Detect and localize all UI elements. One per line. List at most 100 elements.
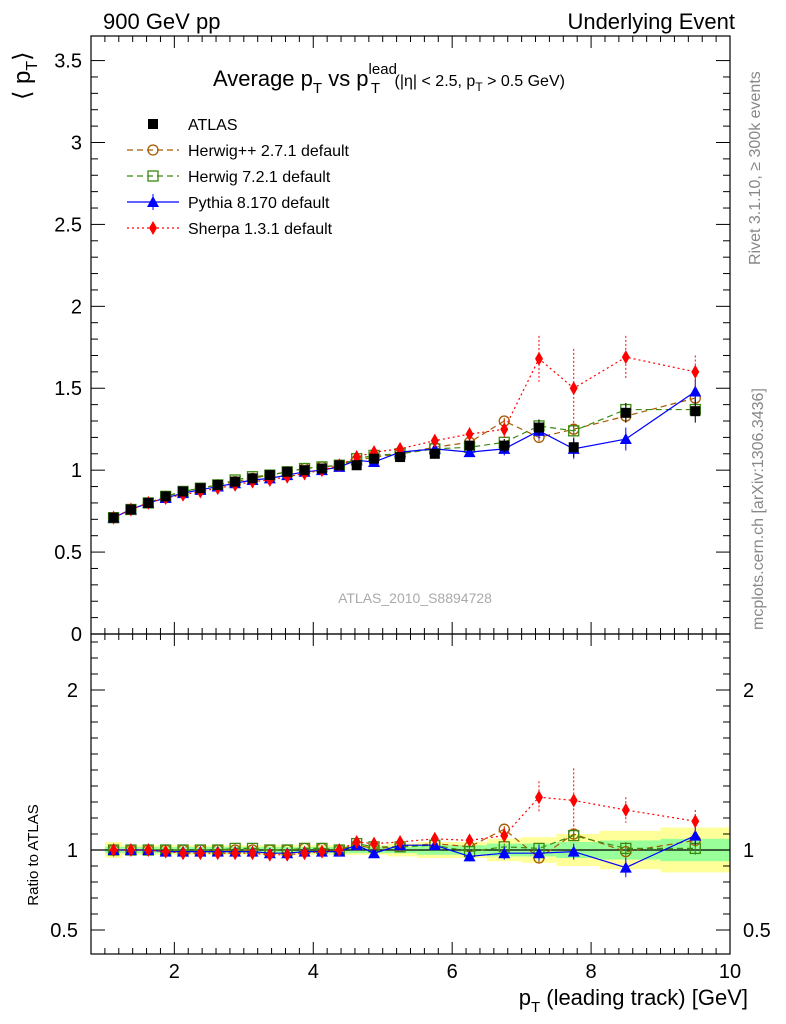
ratio-point xyxy=(161,844,170,859)
ratio-point xyxy=(231,846,240,861)
legend-entry-pythia-8-170-default: Pythia 8.170 default xyxy=(127,194,330,212)
ratio-point xyxy=(126,843,135,857)
ratio-point xyxy=(691,814,700,829)
ratio-point xyxy=(144,843,153,857)
ratio-series-layer xyxy=(107,768,702,878)
x-tick-label: 6 xyxy=(447,961,458,983)
legend-entry-herwig-2-7-1-default: Herwig++ 2.7.1 default xyxy=(127,143,350,160)
main-y-tick-label: 3.5 xyxy=(54,51,82,73)
series-sherpa-1-3-1-default xyxy=(109,335,700,525)
data-point xyxy=(569,381,578,396)
ratio-y-label: Ratio to ATLAS xyxy=(25,804,42,905)
ratio-point xyxy=(569,793,578,808)
data-point xyxy=(160,491,171,502)
ratio-point xyxy=(335,843,344,857)
ratio-point xyxy=(689,829,702,841)
ratio-point xyxy=(532,847,545,859)
data-point xyxy=(334,460,345,471)
main-y-tick-label: 2.5 xyxy=(54,214,82,236)
legend-label: Herwig 7.2.1 default xyxy=(188,169,331,186)
data-point xyxy=(429,448,440,459)
ratio-point xyxy=(534,790,543,805)
data-point xyxy=(465,427,474,442)
data-point xyxy=(195,483,206,494)
legend-marker xyxy=(149,221,157,235)
ratio-y-tick-label-left: 0.5 xyxy=(50,920,78,942)
ratio-point xyxy=(430,831,439,846)
x-tick-label: 8 xyxy=(586,961,597,983)
data-point xyxy=(212,479,223,490)
legend-entry-atlas: ATLAS xyxy=(148,117,238,134)
legend-label: Sherpa 1.3.1 default xyxy=(188,221,333,238)
series-line-herwig-7-2-1-default xyxy=(113,408,696,519)
ratio-point xyxy=(620,842,632,855)
data-point xyxy=(619,433,632,445)
data-point xyxy=(499,440,510,451)
ratio-point xyxy=(621,803,630,817)
ratio-point xyxy=(265,847,274,862)
main-y-tick-label: 3 xyxy=(71,132,82,154)
data-point xyxy=(533,422,544,433)
data-point xyxy=(690,406,701,417)
main-axes: 0 0.5 1 1.5 2 2.5 3 3.5 xyxy=(54,36,731,646)
series-herwig-7-2-1-default xyxy=(107,402,701,524)
legend: ATLAS Herwig++ 2.7.1 default Herwig 7.2.1 … xyxy=(127,117,350,238)
ratio-y-tick-label-left: 2 xyxy=(67,680,78,702)
ratio-point xyxy=(465,833,474,848)
main-y-tick-label: 0 xyxy=(71,624,82,646)
legend-label: ATLAS xyxy=(188,117,238,134)
main-plot-frame xyxy=(90,35,731,635)
main-series-layer xyxy=(107,335,702,525)
data-point xyxy=(534,351,543,366)
header-left: 900 GeV pp xyxy=(103,9,220,34)
ratio-y-tick-label-right: 1 xyxy=(743,840,754,862)
ratio-y-tick-label-left: 1 xyxy=(67,840,78,862)
ratio-point xyxy=(500,828,509,843)
data-point xyxy=(430,433,439,448)
data-point xyxy=(247,473,258,484)
data-point xyxy=(264,470,275,481)
data-point xyxy=(689,385,702,397)
analysis-watermark: ATLAS_2010_S8894728 xyxy=(338,590,492,606)
main-y-tick-label: 0.5 xyxy=(54,542,82,564)
main-y-tick-label: 1.5 xyxy=(54,378,82,400)
ratio-point xyxy=(317,844,326,859)
main-y-tick-label: 1 xyxy=(71,460,82,482)
legend-marker xyxy=(147,170,159,182)
legend-label: Pythia 8.170 default xyxy=(188,195,330,212)
data-point xyxy=(395,452,406,463)
main-y-label: ⟨ pT⟩ xyxy=(9,51,41,100)
x-tick-label: 4 xyxy=(308,961,319,983)
x-axis-label: pT (leading track) [GeV] xyxy=(519,985,748,1016)
ratio-point xyxy=(568,829,580,842)
ratio-y-tick-label-right: 2 xyxy=(743,680,754,702)
legend-entry-sherpa-1-3-1-default: Sherpa 1.3.1 default xyxy=(127,221,333,238)
data-point xyxy=(463,446,476,458)
ratio-axes: 2 4 6 8 100.5 0.51 12 2 xyxy=(50,634,771,983)
ratio-point xyxy=(283,847,292,862)
series-atlas xyxy=(108,399,701,523)
data-point xyxy=(464,440,475,451)
legend-marker xyxy=(148,119,158,129)
x-tick-label: 2 xyxy=(169,961,180,983)
ratio-point xyxy=(196,846,205,861)
legend-marker xyxy=(147,196,159,207)
x-tick-label: 10 xyxy=(719,961,741,983)
ratio-point xyxy=(179,846,188,861)
data-point xyxy=(108,512,119,523)
ratio-point xyxy=(248,846,257,861)
data-point xyxy=(568,442,579,453)
ratio-y-tick-label-right: 0.5 xyxy=(743,920,771,942)
ratio-point xyxy=(352,835,361,849)
main-title: Average pT vs plead T (|η| < 2.5, pT > 0.… xyxy=(213,61,565,97)
ratio-point xyxy=(619,861,632,873)
ratio-point xyxy=(463,850,476,862)
ratio-point xyxy=(498,847,511,859)
data-point xyxy=(369,453,380,464)
rivet-label: Rivet 3.1.10, ≥ 300k events xyxy=(747,71,764,265)
data-point xyxy=(316,463,327,474)
legend-label: Herwig++ 2.7.1 default xyxy=(188,143,350,160)
main-y-tick-label: 2 xyxy=(71,296,82,318)
header-right: Underlying Event xyxy=(567,9,735,34)
